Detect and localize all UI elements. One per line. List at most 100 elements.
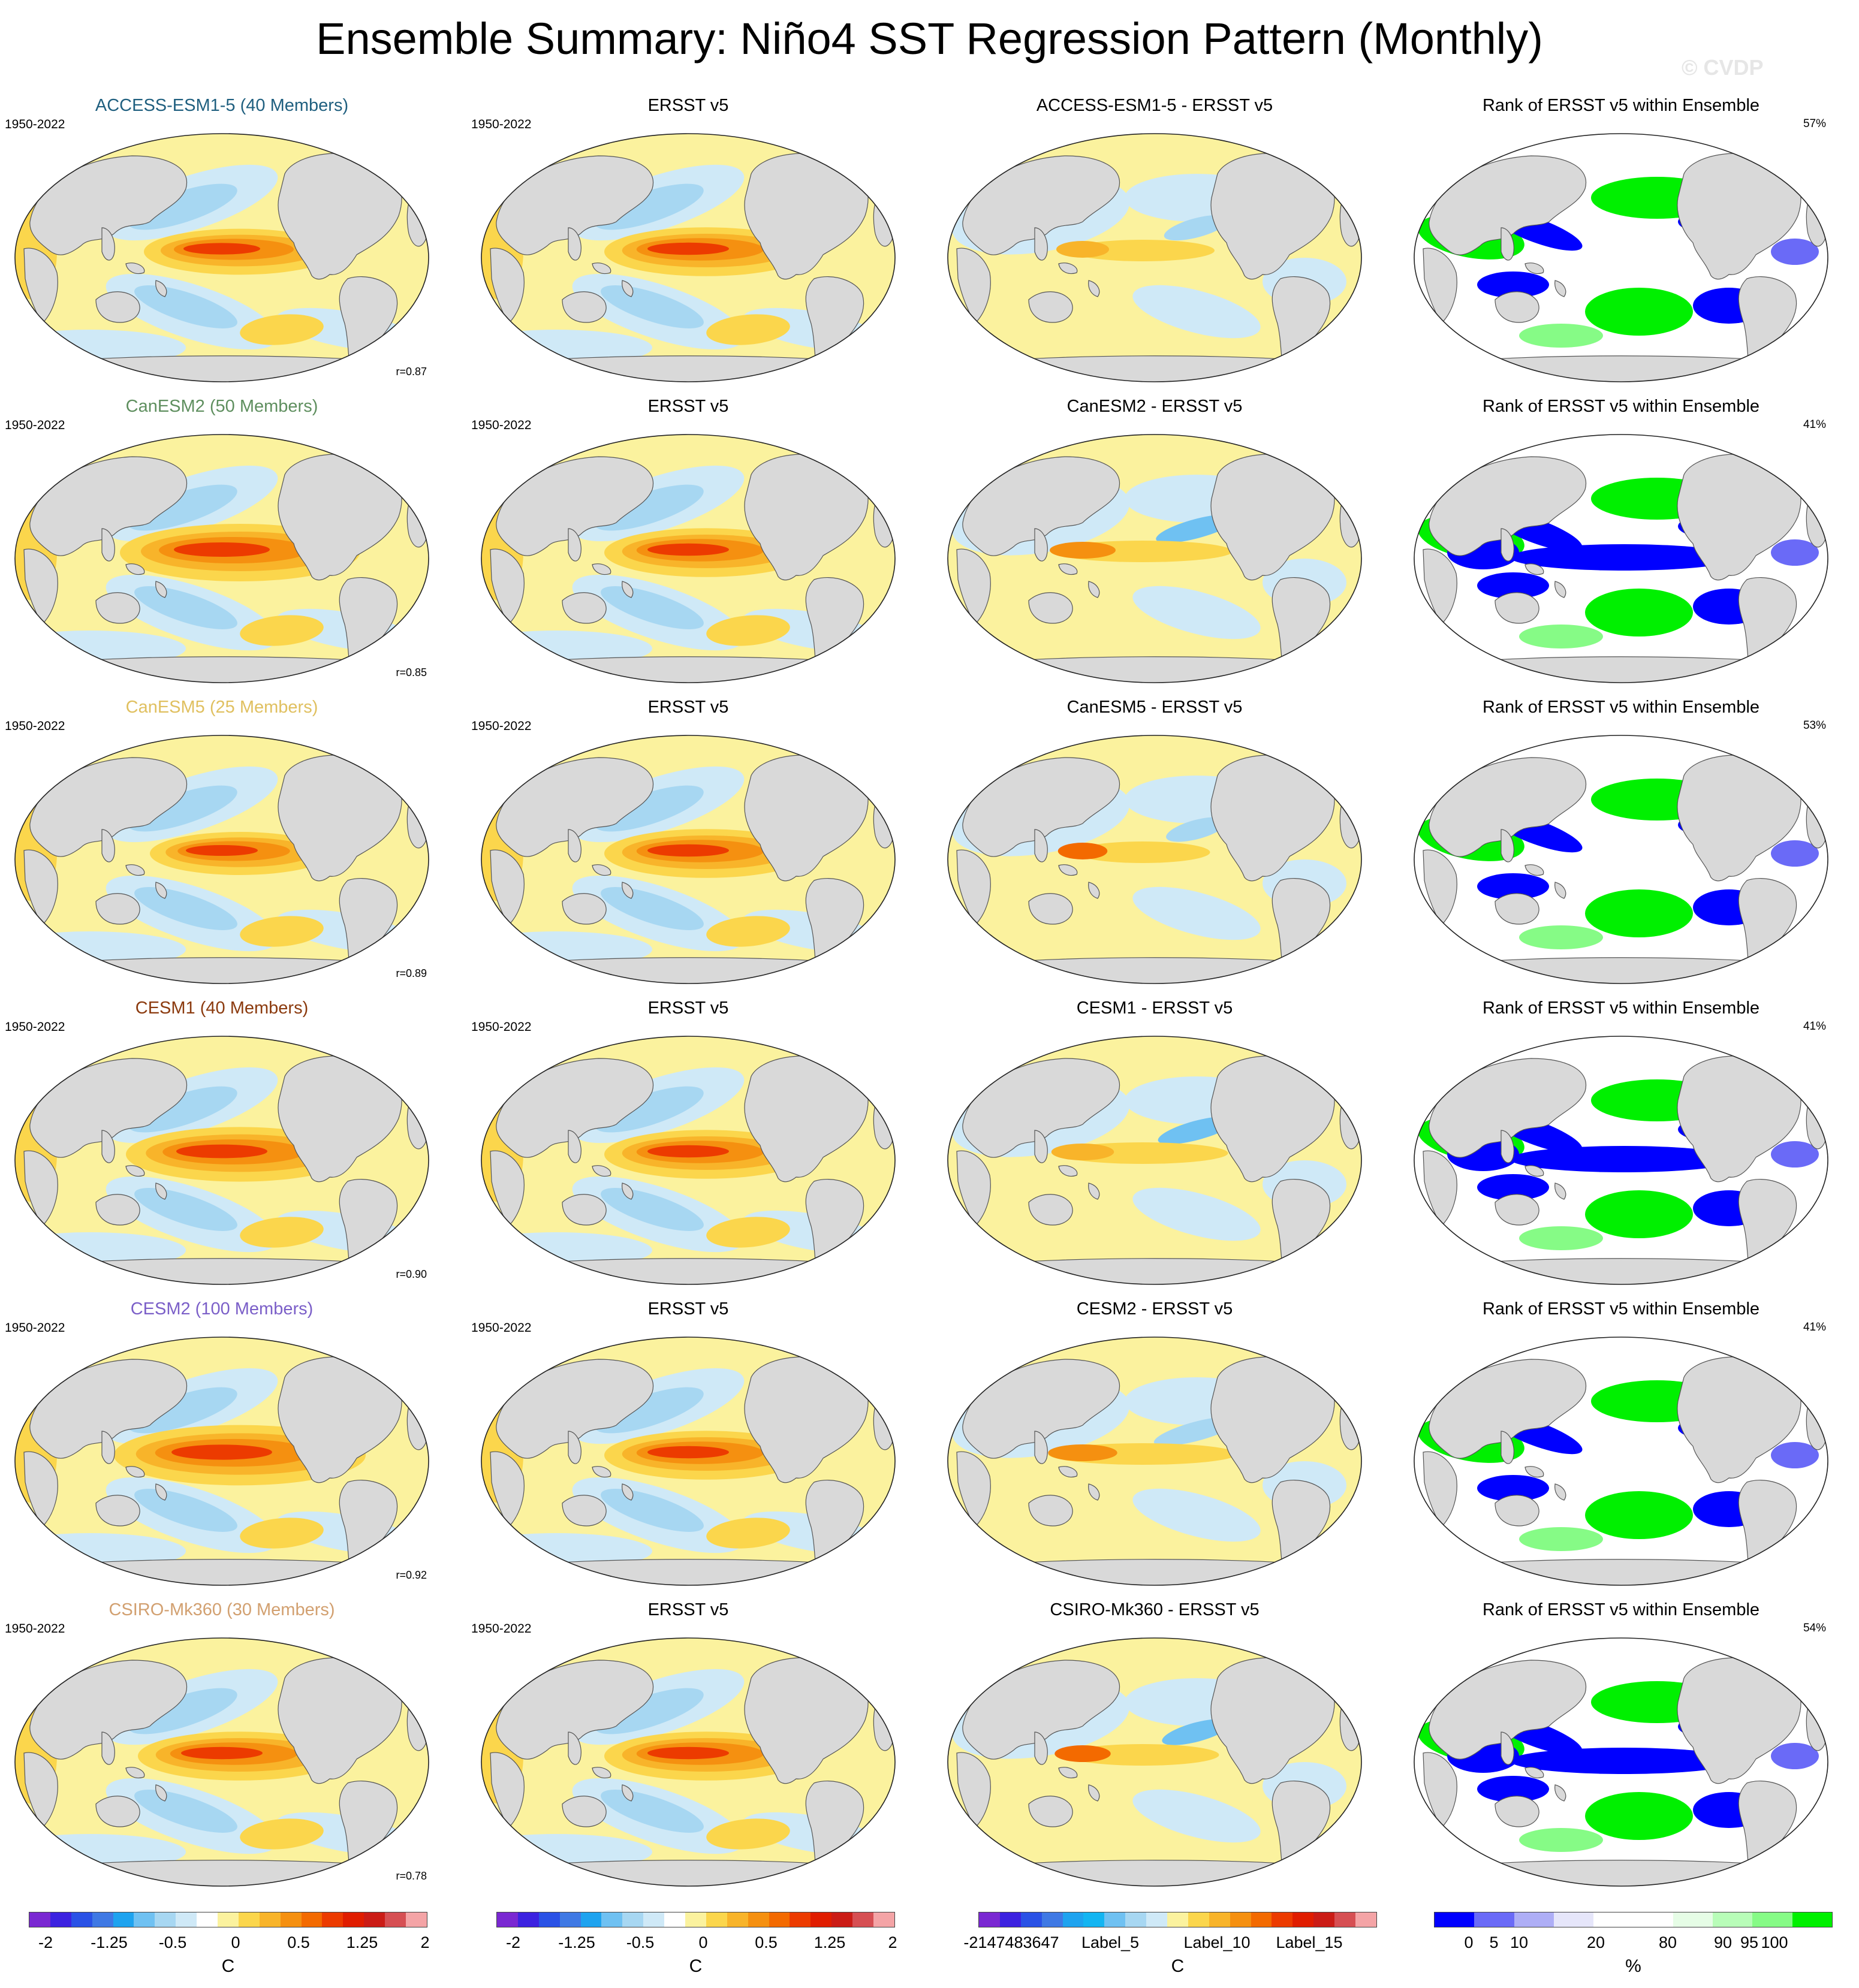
rank-low-atlantic (1771, 840, 1819, 867)
obs-panel: ERSST v5 1950-2022 (466, 1299, 910, 1599)
model-map (14, 1036, 429, 1285)
positive-difference-core (1048, 1444, 1117, 1461)
rank-percent-label: 41% (1803, 418, 1826, 431)
continent-outline (101, 528, 115, 562)
continent-outline (1088, 1483, 1100, 1501)
colorbar-swatch (1435, 1912, 1475, 1927)
colorbar-tick-label: 2 (420, 1933, 430, 1951)
colorbar-tick-label: -0.5 (626, 1933, 655, 1951)
warm-anomaly-south-pacific (240, 1818, 324, 1850)
continent-outline (1738, 878, 1797, 975)
model-map (14, 1637, 429, 1887)
rank-high-south-pacific (1585, 1190, 1693, 1238)
continent-outline (568, 1731, 581, 1765)
colorbar-swatch (1104, 1912, 1126, 1927)
rank-map (1414, 735, 1828, 984)
colorbar-tick-label: 10 (1510, 1933, 1529, 1951)
colorbar-swatch (218, 1912, 239, 1927)
colorbar-swatch (1167, 1912, 1188, 1927)
cool-anomaly-south-pacific-core (134, 1188, 237, 1231)
continent-outline (339, 1179, 398, 1276)
colorbar-swatch (1125, 1912, 1147, 1927)
continent-outline (490, 548, 525, 626)
colorbar-swatch (1355, 1912, 1376, 1927)
colorbar-swatch (1593, 1912, 1634, 1927)
colorbar-swatch (580, 1912, 602, 1927)
rank-low-indian (1477, 1475, 1549, 1501)
diff-map (947, 1036, 1362, 1285)
continent-outline (568, 227, 581, 261)
rank-map (1414, 434, 1828, 683)
diff-panel: CESM1 - ERSST v5 (933, 998, 1376, 1298)
globe-border (1414, 1637, 1828, 1887)
colorbar-tick-label: 95 (1740, 1933, 1759, 1951)
continent-outline (125, 263, 145, 274)
diff-panel: CanESM5 - ERSST v5 (933, 698, 1376, 997)
continent-outline (962, 757, 1120, 857)
continent-outline (1501, 528, 1514, 562)
colorbar-unit: C (1171, 1956, 1185, 1976)
rank-low-indian (1477, 1174, 1549, 1200)
colorbar-swatch (1713, 1912, 1753, 1927)
colorbar-unit: C (221, 1956, 235, 1976)
warm-tongue-core (647, 543, 729, 556)
globe-border (1414, 434, 1828, 683)
rank-map (1414, 1337, 1828, 1586)
obs-panel: ERSST v5 1950-2022 (466, 96, 910, 396)
continent-outline (622, 1182, 634, 1200)
continent-outline (29, 456, 188, 556)
continent-outline (1554, 882, 1566, 899)
model-panel-title: CanESM5 (25 Members) (125, 698, 318, 717)
continent-outline (1495, 291, 1539, 323)
diff-map (947, 735, 1362, 984)
continent-outline (1423, 1150, 1457, 1227)
continent-outline (155, 581, 167, 598)
continent-outline (1423, 1752, 1457, 1829)
positive-difference-tongue (1075, 841, 1210, 863)
continent-outline (1445, 656, 1797, 683)
rank-low-equatorial-band (1510, 1748, 1738, 1774)
continent-outline (622, 1784, 634, 1802)
warm-anomaly-south-pacific (706, 1518, 790, 1549)
colorbar-swatch (622, 1912, 644, 1927)
continent-outline (592, 563, 611, 575)
continent-outline (979, 1258, 1330, 1284)
colorbar-swatch (664, 1912, 686, 1927)
colorbar-swatch (155, 1912, 176, 1927)
rank-panel-title: Rank of ERSST v5 within Ensemble (1482, 397, 1760, 416)
continent-outline (962, 155, 1120, 255)
colorbar-swatch (113, 1912, 134, 1927)
continent-outline (962, 1359, 1120, 1459)
cool-anomaly-south-pacific-core (601, 1489, 704, 1532)
continent-outline (29, 757, 188, 857)
continent-outline (562, 1796, 607, 1827)
pattern-correlation-label: r=0.85 (396, 666, 427, 678)
negative-difference-core (1164, 215, 1230, 241)
continent-outline (513, 1258, 864, 1284)
colorbar-swatch (727, 1912, 748, 1927)
continent-outline (1495, 592, 1539, 624)
continent-outline (592, 263, 611, 274)
model-panel: CanESM5 (25 Members) 1950-2022 r=0.89 (0, 698, 444, 997)
continent-outline (592, 1165, 611, 1177)
continent-outline (513, 656, 864, 683)
rank-high-south-pacific (1585, 1491, 1693, 1539)
colorbar-swatch (29, 1912, 50, 1927)
warm-tongue-core (171, 1444, 272, 1460)
continent-outline (622, 280, 634, 297)
rank-panel: Rank of ERSST v5 within Ensemble 54% (1399, 1600, 1843, 1900)
colorbar-swatch (259, 1912, 281, 1927)
continent-outline (155, 1182, 167, 1200)
continent-outline (29, 155, 188, 255)
difference-panel-title: CanESM5 - ERSST v5 (1066, 698, 1243, 717)
colorbar-tick-label: -2 (505, 1933, 521, 1951)
continent-outline (805, 1480, 864, 1577)
continent-outline (46, 1258, 397, 1284)
colorbar-tick-label: 1.25 (346, 1933, 378, 1951)
globe-border (14, 735, 429, 984)
model-map (14, 133, 429, 382)
colorbar-swatch (176, 1912, 197, 1927)
cool-anomaly-south-pacific-core (601, 586, 704, 629)
period-label: 1950-2022 (5, 1622, 65, 1636)
continent-outline (562, 1495, 607, 1527)
